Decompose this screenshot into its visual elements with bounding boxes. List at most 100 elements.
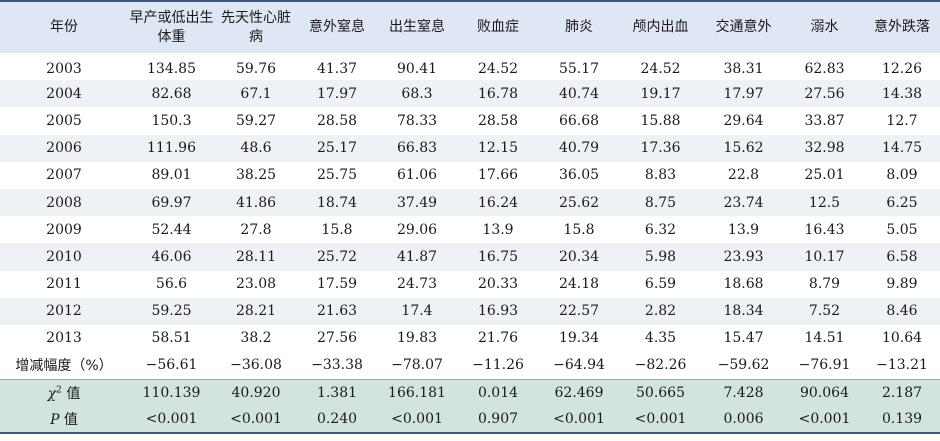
table-cell: 110.139 — [142, 385, 201, 401]
column-header-8: 交通意外 — [715, 19, 772, 35]
table-cell: 20.33 — [477, 276, 519, 293]
table-cell: 52.44 — [151, 221, 192, 238]
table-cell: 25.75 — [316, 167, 358, 184]
table-cell: 10.64 — [881, 330, 923, 347]
table-row: 2006 111.96 48.6 25.17 66.83 12.15 40.79 17.36 1… — [0, 134, 940, 162]
table-cell: 25.17 — [316, 140, 358, 157]
table-cell: 21.63 — [316, 303, 358, 320]
table-cell: 41.37 — [316, 60, 358, 77]
table-cell: 16.78 — [477, 85, 519, 102]
table-cell: 68.3 — [401, 85, 433, 102]
table-cell: 17.97 — [723, 85, 764, 102]
table-cell: 59.76 — [235, 60, 277, 77]
year-cell: 2009 — [46, 221, 82, 238]
table-cell: 16.24 — [477, 194, 519, 211]
table-cell: 18.68 — [723, 276, 764, 293]
table-cell: 56.6 — [155, 276, 188, 293]
table-cell: 8.79 — [808, 276, 841, 293]
table-cell: 7.428 — [723, 385, 764, 401]
table-cell: 27.56 — [804, 85, 845, 102]
chi-square-label: χ2 值 — [0, 379, 128, 406]
column-header-6: 肺炎 — [565, 19, 593, 35]
table-cell: 10.17 — [804, 248, 845, 265]
table-cell: 21.76 — [477, 330, 519, 347]
table-cell: 20.34 — [558, 248, 600, 265]
table-cell: 48.6 — [240, 140, 272, 157]
p-suffix: 值 — [59, 412, 78, 429]
table-row: 2010 46.06 28.11 25.72 41.87 16.75 20.34 5.98 23… — [0, 243, 940, 271]
table-cell: 2.187 — [881, 385, 923, 401]
table-cell: 1.381 — [316, 385, 358, 401]
table-cell: 66.83 — [396, 140, 438, 157]
table-cell: 5.05 — [886, 221, 918, 238]
table-cell: 17.97 — [316, 85, 358, 102]
table-cell: 0.240 — [316, 411, 358, 428]
p-symbol: P — [50, 412, 60, 429]
table-row: 2012 59.25 28.21 21.63 17.4 16.93 22.57 2.82 18.… — [0, 297, 940, 325]
table-cell: 16.75 — [477, 248, 519, 265]
table-cell: <0.001 — [230, 411, 282, 428]
chi-suffix: 值 — [61, 386, 81, 402]
table-cell: 13.9 — [482, 221, 514, 238]
table-cell: 15.47 — [723, 330, 764, 347]
table-cell: −36.08 — [230, 357, 282, 374]
year-cell: 2011 — [46, 276, 82, 293]
table-cell: 12.7 — [886, 112, 918, 129]
table-cell: 23.93 — [723, 248, 764, 265]
table-cell: 0.139 — [881, 411, 923, 428]
table-cell: −13.21 — [876, 357, 928, 374]
table-cell: 90.41 — [396, 60, 438, 77]
table-cell: 41.86 — [235, 194, 277, 211]
change-label: 增减幅度（%） — [15, 358, 113, 375]
table-cell: 166.181 — [388, 385, 446, 401]
table-cell: 24.52 — [640, 60, 681, 77]
table-cell: 8.09 — [886, 167, 918, 184]
year-cell: 2005 — [46, 112, 82, 129]
table-cell: 111.96 — [147, 140, 196, 157]
table-cell: −64.94 — [553, 357, 605, 374]
table-row: 2013 58.51 38.2 27.56 19.83 21.76 19.34 4.35 15.… — [0, 324, 940, 353]
table-cell: 22.8 — [727, 167, 760, 184]
table-cell: 29.64 — [723, 112, 764, 129]
year-cell: 2012 — [46, 303, 82, 320]
table-cell: 40.74 — [558, 85, 600, 102]
table-cell: 15.62 — [723, 140, 764, 157]
table-body: 2003 134.85 59.76 41.37 90.41 24.52 55.17 24.52… — [0, 53, 940, 434]
table-cell: <0.001 — [634, 411, 687, 428]
table-cell: 41.87 — [396, 248, 438, 265]
table-cell: 28.58 — [316, 112, 358, 129]
table-cell: <0.001 — [391, 411, 443, 428]
table-cell: 23.08 — [235, 276, 277, 293]
table-cell: 40.920 — [231, 385, 281, 401]
table-cell: 16.93 — [477, 303, 519, 320]
table-cell: 12.15 — [477, 140, 519, 157]
column-header-9: 溺水 — [810, 19, 839, 35]
table-cell: 15.8 — [563, 221, 595, 238]
table-cell: 0.006 — [723, 411, 764, 428]
table-cell: 55.17 — [558, 60, 600, 77]
chi-superscript: 2 — [56, 385, 62, 396]
table-cell: −78.07 — [391, 357, 443, 374]
table-cell: 62.83 — [804, 60, 845, 77]
table-cell: 59.27 — [235, 112, 277, 129]
table-cell: <0.001 — [145, 411, 198, 428]
table-cell: −56.61 — [145, 357, 198, 374]
table-cell: 61.06 — [396, 167, 438, 184]
table-cell: 78.33 — [396, 112, 438, 129]
table-cell: −33.38 — [311, 357, 363, 374]
table-cell: 19.83 — [396, 330, 438, 347]
table-row: 2005 150.3 59.27 28.58 78.33 28.58 66.68 15.88 2… — [0, 107, 940, 135]
table-cell: 38.25 — [235, 167, 277, 184]
table-cell: 16.43 — [804, 221, 845, 238]
p-value-row: P 值 <0.001 <0.001 0.240 <0.001 0.907 <0.001 <0.… — [0, 406, 940, 434]
column-header-1: 早产或低出生体重 — [129, 9, 214, 45]
table-cell: 6.58 — [886, 248, 918, 265]
p-value-label: P 值 — [0, 406, 128, 433]
table-cell: 134.85 — [147, 60, 196, 77]
table-cell: 32.98 — [804, 140, 845, 157]
column-header-7: 颅内出血 — [632, 19, 689, 35]
table-cell: 0.907 — [477, 411, 519, 428]
table-cell: 27.8 — [240, 221, 272, 238]
table-cell: 46.06 — [151, 248, 192, 265]
